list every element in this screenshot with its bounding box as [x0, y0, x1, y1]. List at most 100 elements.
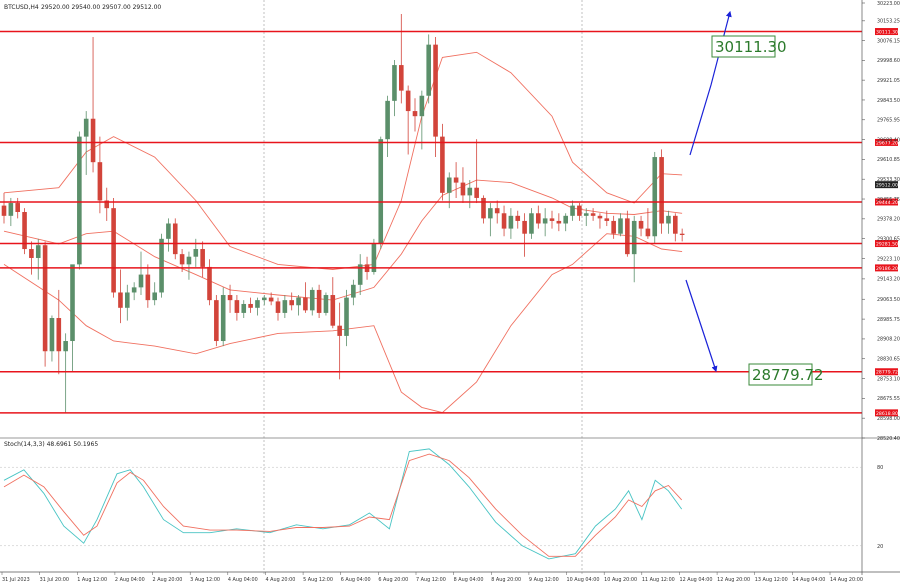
- time-tick-label: 9 Aug 12:00: [529, 577, 559, 583]
- bull-candle: [570, 205, 575, 216]
- price-tick-label: 29533.30: [877, 177, 900, 183]
- price-tick-label: 29378.20: [877, 217, 900, 223]
- price-callout-value: 30111.30: [715, 38, 787, 56]
- bear-candle: [536, 213, 541, 224]
- stoch-main-line: [3, 448, 683, 560]
- bear-candle: [214, 300, 219, 342]
- level-price-tag: [875, 240, 898, 248]
- bull-candle: [392, 65, 397, 101]
- bear-candle: [303, 297, 308, 311]
- bull-candle: [323, 295, 329, 313]
- bear-candle: [145, 274, 151, 301]
- bear-candle: [481, 197, 486, 219]
- time-tick-label: 4 Aug 20:00: [265, 577, 295, 583]
- level-price-tag: [875, 138, 898, 146]
- bear-candle: [604, 218, 610, 221]
- bull-candle: [241, 303, 247, 313]
- price-tick-label: 28520.40: [877, 436, 900, 442]
- price-callout-value: 28779.72: [752, 366, 824, 384]
- bear-candle: [172, 223, 178, 255]
- bull-candle: [419, 95, 425, 117]
- bear-candle: [15, 203, 20, 212]
- price-tick-label: 28908.20: [877, 337, 900, 343]
- stoch-signal-line: [3, 453, 683, 557]
- level-price-label: 28618.80: [876, 411, 898, 417]
- price-callout-box: [748, 363, 813, 386]
- time-tick-label: 6 Aug 04:00: [341, 577, 371, 583]
- bull-candle: [542, 218, 548, 224]
- time-tick-label: 10 Aug 20:00: [604, 577, 637, 583]
- bull-candle: [652, 157, 658, 237]
- bear-candle: [275, 301, 281, 313]
- bear-candle: [645, 228, 651, 237]
- bull-candle: [166, 223, 171, 239]
- bear-candle: [200, 249, 205, 267]
- price-tick-label: 28675.55: [877, 396, 900, 402]
- bull-candle: [77, 136, 82, 265]
- bear-candle: [412, 111, 418, 117]
- bull-candle: [357, 264, 363, 285]
- bear-candle: [207, 266, 212, 301]
- time-tick-label: 31 Jul 2023: [2, 577, 30, 583]
- price-tick-label: 28985.75: [877, 317, 900, 323]
- bull-candle: [70, 264, 75, 342]
- horizontal-levels[interactable]: 30111.30 29677.20 29444.20 29281.50 29186.20…: [0, 28, 898, 417]
- bull-candle: [186, 256, 192, 265]
- time-tick-label: 3 Aug 12:00: [190, 577, 220, 583]
- bull-candle: [446, 177, 452, 193]
- bear-candle: [501, 213, 507, 229]
- bull-candle: [262, 297, 267, 301]
- bear-candle: [234, 300, 240, 313]
- time-axis: 31 Jul 2023 31 Jul 20:00 1 Aug 12:00 2 Aug …: [1, 572, 863, 583]
- bull-candle: [488, 208, 493, 219]
- bear-candle: [316, 289, 322, 313]
- price-tick-label: 28830.65: [877, 357, 900, 363]
- time-tick-label: 8 Aug 04:00: [454, 577, 484, 583]
- price-tick-label: 29921.05: [877, 78, 900, 84]
- bull-candle: [309, 289, 315, 311]
- bear-candle: [42, 245, 48, 352]
- bear-candle: [679, 233, 685, 235]
- bull-candle: [385, 100, 390, 140]
- level-price-label: 29281.50: [876, 242, 898, 248]
- level-price-tag: [875, 409, 898, 417]
- bear-candle: [494, 208, 500, 214]
- stoch-header: Stoch(14,3,3) 48.6961 50.1965: [4, 441, 98, 448]
- bear-candle: [611, 220, 616, 234]
- ohlc-label: 29520.00 29540.00 29507.00 29512.00: [41, 4, 161, 11]
- bear-candle: [97, 162, 103, 201]
- bear-candle: [460, 182, 466, 196]
- bear-candle: [289, 300, 294, 306]
- candlesticks: [1, 13, 685, 413]
- bear-candle: [268, 297, 274, 302]
- price-callouts[interactable]: 30111.30 28779.72: [711, 35, 824, 386]
- bull-candle: [583, 213, 589, 216]
- bull-candle: [220, 295, 226, 342]
- level-price-label: 28779.72: [876, 370, 898, 376]
- bull-candle: [666, 215, 671, 224]
- bear-candle: [111, 208, 116, 293]
- price-tick-label: 29765.95: [877, 118, 900, 124]
- time-tick-label: 31 Jul 20:00: [40, 577, 69, 583]
- time-tick-label: 1 Aug 12:00: [77, 577, 107, 583]
- time-tick-label: 11 Aug 12:00: [642, 577, 675, 583]
- bull-candle: [125, 292, 130, 308]
- bear-candle: [522, 220, 527, 234]
- bull-candle: [378, 139, 384, 244]
- bear-candle: [29, 249, 34, 258]
- level-price-tag: [875, 28, 898, 36]
- bear-candle: [515, 215, 521, 221]
- time-tick-label: 8 Aug 20:00: [491, 577, 521, 583]
- time-tick-label: 14 Aug 20:00: [830, 577, 863, 583]
- price-tick-label: 29843.50: [877, 98, 900, 104]
- bull-candle: [282, 300, 288, 313]
- price-tick-label: 30223.00: [877, 1, 900, 7]
- bull-candle: [371, 243, 377, 273]
- bear-candle: [433, 44, 438, 137]
- bull-candle: [618, 218, 623, 234]
- bear-candle: [474, 187, 479, 198]
- bear-candle: [638, 220, 644, 229]
- stoch-level-label: 80: [877, 465, 883, 471]
